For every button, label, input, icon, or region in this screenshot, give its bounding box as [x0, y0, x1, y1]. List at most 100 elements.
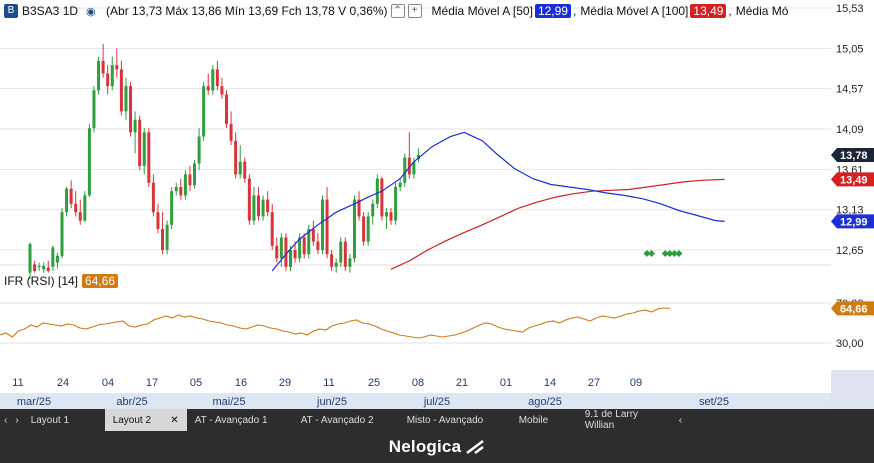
candle-body [266, 199, 270, 213]
ma50-line [271, 131, 725, 272]
candle-body [202, 86, 206, 137]
tab-layout-1[interactable]: Layout 1 [30, 414, 70, 426]
ma100-tag: 13,49 [840, 174, 868, 186]
candle-body [119, 69, 123, 112]
price-tick-label: 15,05 [836, 43, 864, 55]
candle-body [298, 237, 302, 259]
price-tick-label: 12,65 [836, 245, 864, 257]
candle-body [28, 244, 32, 273]
ma50-label[interactable]: Média Móvel A [50] [431, 3, 533, 18]
candle-body [133, 119, 137, 133]
candle-body [55, 255, 59, 263]
candle-body [138, 119, 142, 166]
candle-body [206, 86, 210, 91]
day-tick-label: 11 [323, 377, 334, 389]
day-tick-label: 04 [102, 377, 114, 389]
tab-overflow-button[interactable]: ‹ [678, 414, 683, 426]
candle-body [161, 228, 165, 250]
rsi-value-badge: 64,66 [82, 274, 119, 288]
candle-body [78, 212, 82, 221]
candle-body [215, 69, 219, 87]
tab-nav-next[interactable]: › [15, 414, 19, 426]
ma50-tag: 12,99 [840, 216, 868, 228]
brand-mark-icon [466, 440, 484, 454]
candle-body [247, 178, 251, 221]
day-tick-label: 24 [57, 377, 69, 389]
candle-body [101, 60, 105, 74]
tab-larry-williams[interactable]: 9.1 de Larry Willian [584, 409, 639, 431]
close-tab-icon[interactable]: ✕ [170, 414, 179, 426]
tab-mobile[interactable]: Mobile [518, 414, 549, 426]
add-study-icon[interactable]: + [407, 3, 422, 18]
candle-body [124, 86, 128, 112]
candle-body [179, 186, 183, 196]
layout-tab-bar: ‹ › Layout 1 Layout 2 ✕ AT - Avançado 1 A… [0, 409, 874, 431]
candle-body [33, 264, 37, 272]
eye-icon[interactable]: ◉ [86, 5, 96, 18]
signal-dots [643, 249, 683, 258]
candle-body [366, 216, 370, 242]
candle-body [357, 199, 361, 217]
candle-body [129, 86, 133, 133]
candle-body [334, 262, 338, 267]
candle-body [51, 247, 55, 267]
candle-body [229, 123, 233, 141]
signal-dot [647, 249, 656, 258]
edit-legend-icon[interactable]: ⌃ [390, 3, 405, 18]
candle-body [156, 212, 160, 229]
candle-body [316, 241, 320, 250]
axis-corner [831, 370, 874, 409]
candle-body [97, 60, 101, 91]
candle-body [389, 212, 393, 221]
time-axis: 11 24 04 17 05 16 29 11 25 08 21 01 14 27 09 mar/25 abr/… [0, 372, 831, 409]
candle-body [183, 174, 187, 196]
tab-at-avancado-2[interactable]: AT - Avançado 2 [300, 414, 374, 426]
candle-body [238, 161, 242, 175]
day-tick-label: 01 [500, 377, 512, 389]
tab-misto-avancado[interactable]: Misto - Avançado [406, 414, 484, 426]
candle-body [339, 241, 343, 263]
candle-body [69, 188, 73, 204]
price-tick-label: 15,53 [836, 3, 864, 15]
candle-body [193, 163, 197, 186]
candle-body [142, 132, 146, 166]
symbol-icon[interactable]: B [4, 3, 18, 18]
ma50-value-badge: 12,99 [534, 3, 571, 18]
candle-body [307, 228, 311, 255]
candle-body [87, 128, 91, 196]
tab-at-avancado-1[interactable]: AT - Avançado 1 [194, 414, 268, 426]
candle-body [325, 199, 329, 255]
price-tick-label: 14,57 [836, 84, 864, 96]
rsi-label[interactable]: IFR (RSI) [14] [4, 274, 79, 288]
ma-extra-label[interactable]: Média Mó [735, 3, 789, 18]
candle-body [288, 250, 292, 267]
candle-body [403, 157, 407, 183]
candle-body [311, 228, 315, 242]
chart-legend: B B3SA3 1D ◉ (Abr 13,73 Máx 13,86 Mín 13… [4, 2, 788, 19]
candle-body [412, 161, 416, 175]
candle-body [394, 186, 398, 221]
candle-body [83, 195, 87, 221]
candle-body [284, 237, 288, 267]
ma50-series [271, 131, 725, 272]
ma100-label[interactable]: Média Móvel A [100] [580, 3, 689, 18]
ma100-line [390, 178, 725, 270]
tab-nav-prev[interactable]: ‹ [4, 414, 8, 426]
symbol-label[interactable]: B3SA3 1D [22, 3, 79, 18]
candle-body [106, 73, 110, 87]
signal-dot [670, 249, 678, 258]
candle-body [343, 241, 347, 267]
candle-body [270, 212, 274, 246]
candle-body [220, 86, 224, 95]
month-tick-label: mar/25 [17, 396, 51, 408]
candle-body [320, 199, 324, 250]
day-tick-label: 09 [630, 377, 642, 389]
candle-body [174, 186, 178, 192]
candle-body [380, 178, 384, 217]
candle-body [252, 195, 256, 221]
price-tick-label: 13,13 [836, 205, 864, 217]
candle-body [170, 191, 174, 225]
tab-layout-2[interactable]: Layout 2 ✕ [104, 409, 187, 431]
candle-body [225, 94, 229, 124]
